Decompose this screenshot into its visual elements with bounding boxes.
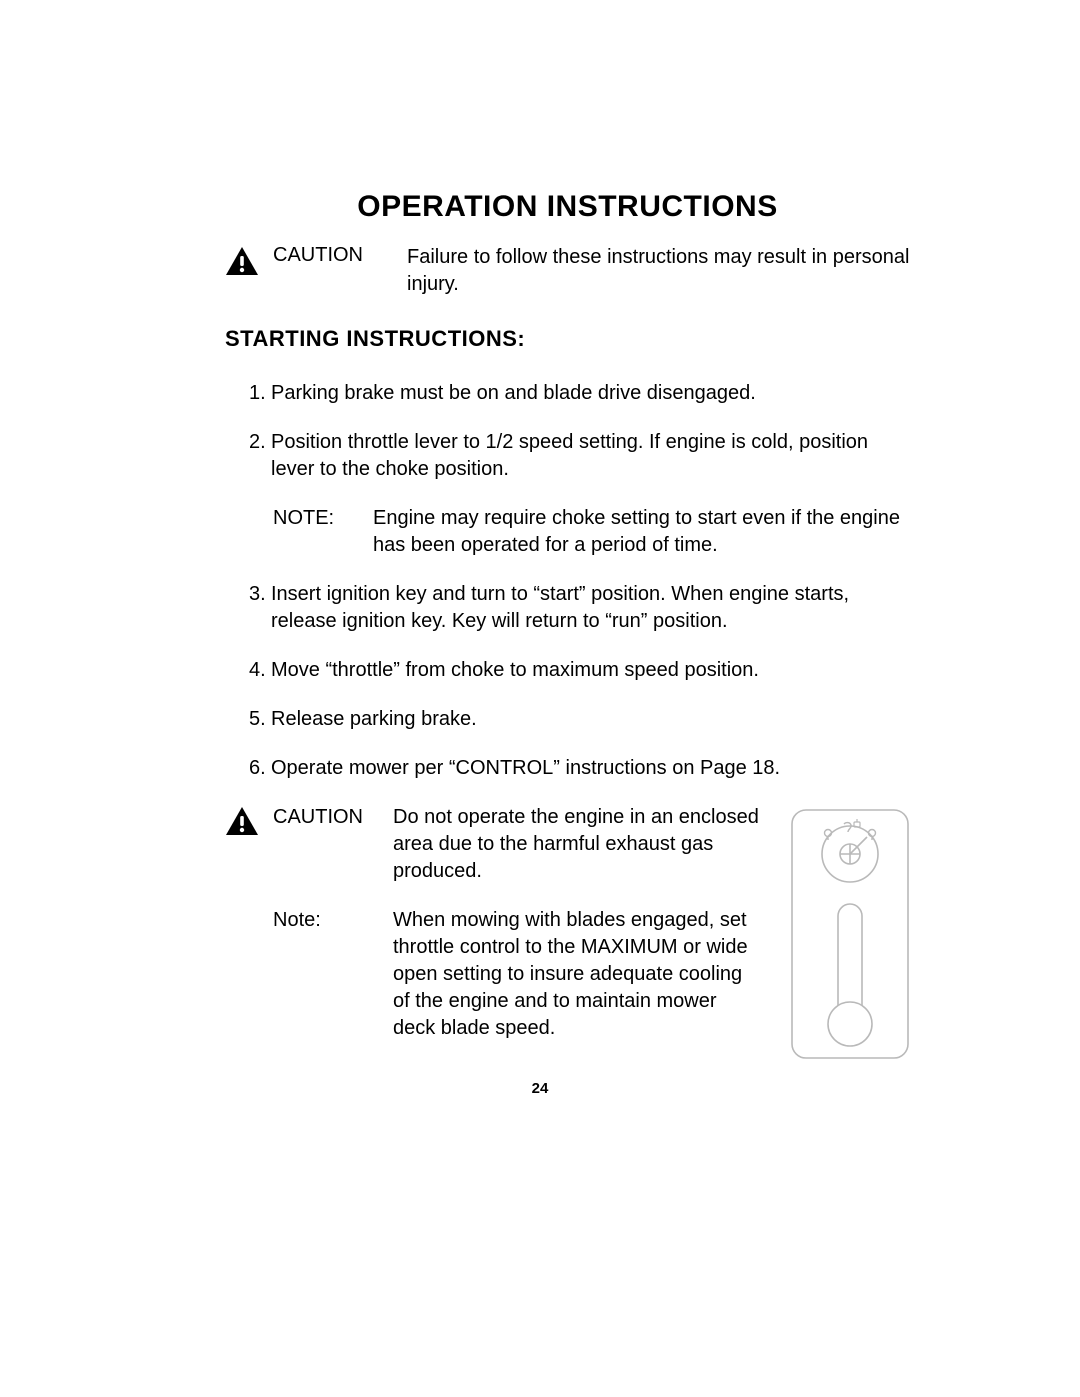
list-number: 2. (249, 429, 271, 483)
list-item: 1. Parking brake must be on and blade dr… (249, 380, 910, 407)
list-text: Insert ignition key and turn to “start” … (271, 581, 910, 635)
note-label: NOTE: (273, 505, 373, 559)
list-text: Parking brake must be on and blade drive… (271, 380, 910, 407)
caution-block-2: CAUTION Do not operate the engine in an … (225, 804, 910, 1065)
note-label: Note: (273, 907, 393, 1042)
list-number: 3. (249, 581, 271, 635)
list-number: 4. (249, 657, 271, 684)
list-text: Release parking brake. (271, 706, 910, 733)
note-row: Note: When mowing with blades engaged, s… (273, 907, 760, 1042)
list-number: 5. (249, 706, 271, 733)
warning-icon (225, 806, 259, 841)
instruction-list: 1. Parking brake must be on and blade dr… (225, 380, 910, 782)
note-block: NOTE: Engine may require choke setting t… (273, 505, 910, 559)
list-item: 3. Insert ignition key and turn to “star… (249, 581, 910, 635)
list-item: 2. Position throttle lever to 1/2 speed … (249, 429, 910, 483)
caution-block-1: CAUTION Failure to follow these instruct… (225, 244, 910, 298)
caution-text: Do not operate the engine in an enclosed… (393, 804, 760, 885)
section-heading-starting: STARTING INSTRUCTIONS: (225, 326, 910, 352)
caution-note-column: CAUTION Do not operate the engine in an … (273, 804, 760, 1064)
caution-label: CAUTION (273, 804, 393, 885)
list-number: 1. (249, 380, 271, 407)
list-text: Position throttle lever to 1/2 speed set… (271, 429, 910, 483)
note-text: Engine may require choke setting to star… (373, 505, 910, 559)
caution-label: CAUTION (273, 244, 393, 267)
page-title: OPERATION INSTRUCTIONS (225, 190, 910, 224)
list-item: 6. Operate mower per “CONTROL” instructi… (249, 755, 910, 782)
manual-page: OPERATION INSTRUCTIONS CAUTION Failure t… (0, 0, 1080, 1397)
warning-icon (225, 246, 259, 281)
list-item: 4. Move “throttle” from choke to maximum… (249, 657, 910, 684)
throttle-panel-illustration (790, 808, 910, 1065)
list-text: Move “throttle” from choke to maximum sp… (271, 657, 910, 684)
caution-text: Failure to follow these instructions may… (407, 244, 910, 298)
page-number: 24 (0, 1080, 1080, 1097)
list-text: Operate mower per “CONTROL” instructions… (271, 755, 910, 782)
caution-row: CAUTION Do not operate the engine in an … (273, 804, 760, 885)
list-item: 5. Release parking brake. (249, 706, 910, 733)
list-number: 6. (249, 755, 271, 782)
note-text: When mowing with blades engaged, set thr… (393, 907, 760, 1042)
